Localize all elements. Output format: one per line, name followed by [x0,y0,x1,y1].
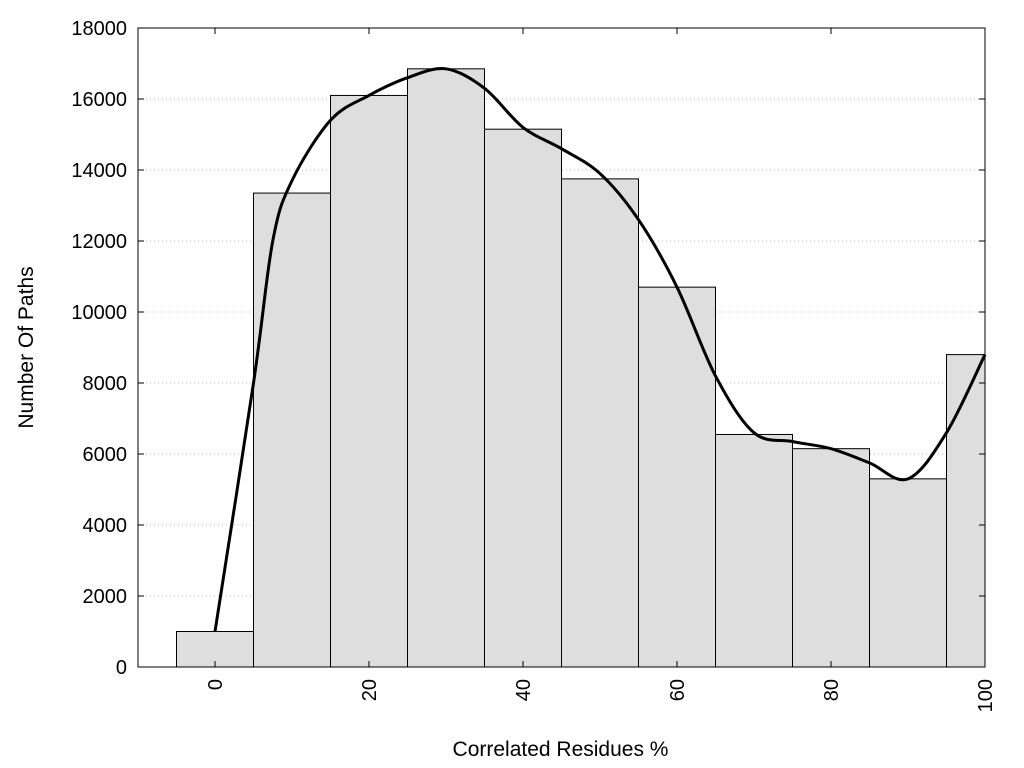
bar-30 [407,68,485,668]
bars [176,68,986,668]
y-tick-label: 14000 [71,160,127,182]
y-tick-label: 10000 [71,302,127,324]
plot-frame [137,27,986,668]
bar-90 [869,478,947,668]
y-tick-label: 18000 [71,18,127,40]
x-tick-label: 80 [821,679,843,701]
x-tick-label: 0 [205,679,227,690]
y-tick-label: 6000 [83,444,128,466]
x-axis-title: Correlated Residues % [453,738,669,761]
y-axis-title: Number Of Paths [15,266,38,428]
smooth-curve [213,67,987,632]
bar-100 [946,354,986,668]
bar-70 [715,433,793,668]
x-axis-ticks: 0 20 40 60 80 100 [205,28,997,712]
bar-20 [330,94,408,668]
bar-10 [253,192,331,668]
y-tick-label: 8000 [83,373,128,395]
x-tick-label: 100 [975,679,997,712]
bar-80 [792,448,870,668]
y-axis-ticks: 0 2000 4000 6000 8000 10000 12000 14000 16000 180… [71,18,985,679]
y-tick-label: 0 [116,657,127,679]
x-tick-label: 20 [359,679,381,701]
x-tick-label: 40 [513,679,535,701]
y-tick-label: 4000 [83,515,128,537]
y-tick-label: 2000 [83,586,128,608]
y-tick-label: 16000 [71,89,127,111]
x-tick-label: 60 [667,679,689,701]
bar-60 [638,286,716,668]
bar-40 [484,128,562,668]
bar-50 [561,178,639,668]
y-tick-label: 12000 [71,231,127,253]
